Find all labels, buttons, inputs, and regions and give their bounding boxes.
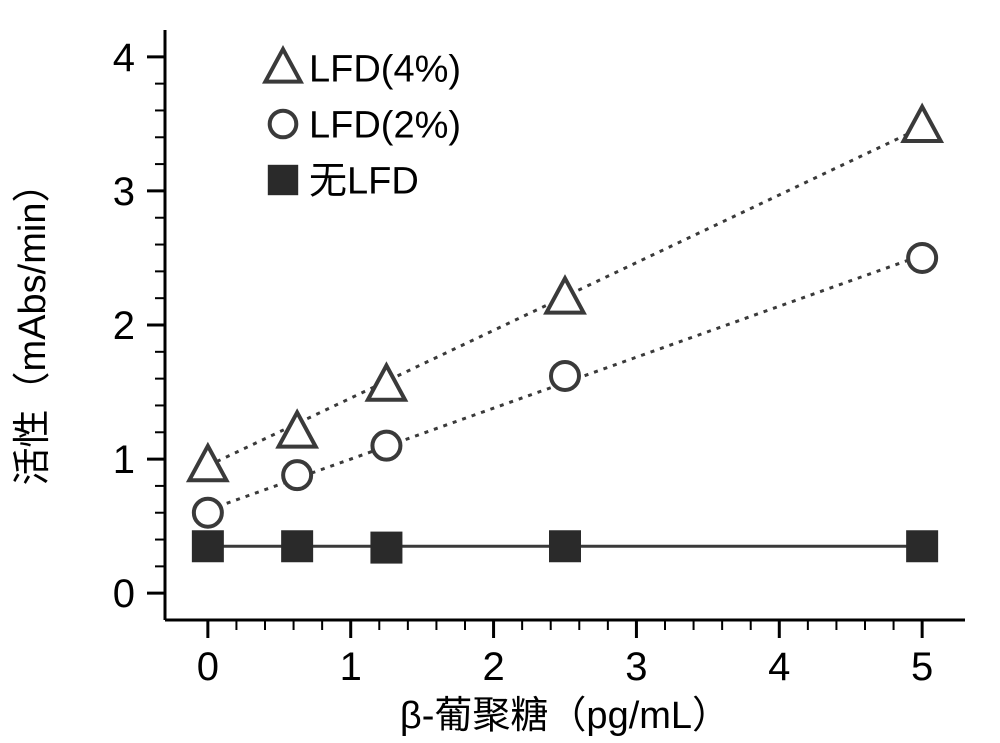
x-tick-label: 3 — [625, 645, 647, 689]
y-axis-title: 活性（mAbs/min） — [12, 165, 54, 486]
legend-marker-nolfd — [268, 165, 298, 195]
marker-nolfd — [906, 530, 938, 562]
chart-svg: 0 1 2 3 4 5 0 1 2 3 4 β-葡聚糖（pg/mL） 活性（mAbs/min） LFD(4… — [0, 0, 1000, 743]
marker-nolfd — [192, 530, 224, 562]
marker-lfd2 — [194, 499, 222, 527]
legend-marker-lfd2 — [270, 111, 297, 138]
legend-label-lfd2: LFD(2%) — [309, 104, 461, 146]
chart-container: 0 1 2 3 4 5 0 1 2 3 4 β-葡聚糖（pg/mL） 活性（mAbs/min） LFD(4… — [0, 0, 1000, 743]
x-tick-label: 2 — [482, 645, 504, 689]
x-tick-label: 5 — [911, 645, 933, 689]
y-tick-label: 2 — [113, 304, 135, 348]
x-tick-label: 1 — [340, 645, 362, 689]
legend-label-nolfd: 无LFD — [309, 160, 419, 202]
marker-nolfd — [370, 532, 402, 564]
marker-lfd2 — [908, 244, 936, 272]
y-tick-label: 1 — [113, 438, 135, 482]
legend-label-lfd4: LFD(4%) — [309, 48, 461, 90]
x-tick-label: 0 — [197, 645, 219, 689]
y-tick-label: 4 — [113, 36, 135, 80]
marker-nolfd — [549, 530, 581, 562]
marker-lfd2 — [372, 432, 400, 460]
x-axis-title: β-葡聚糖（pg/mL） — [400, 695, 730, 737]
y-tick-label: 3 — [113, 170, 135, 214]
marker-lfd2 — [283, 461, 311, 489]
y-tick-label: 0 — [113, 572, 135, 616]
marker-nolfd — [281, 530, 313, 562]
marker-lfd2 — [551, 362, 579, 390]
x-tick-label: 4 — [768, 645, 790, 689]
